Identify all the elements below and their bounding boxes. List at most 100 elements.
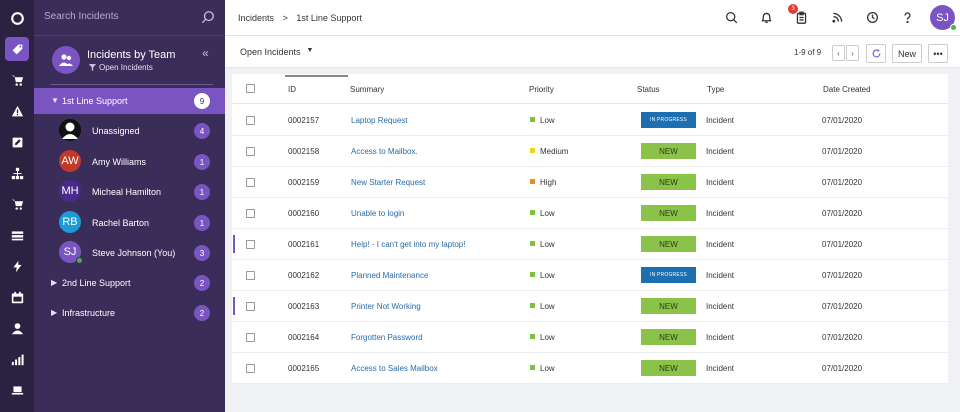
caret-right-icon: ▶ xyxy=(51,278,58,287)
row-checkbox[interactable] xyxy=(246,147,255,156)
cell-summary-link[interactable]: Help! - I can't get into my laptop! xyxy=(351,240,466,249)
clock-icon[interactable] xyxy=(864,9,880,25)
person-icon[interactable] xyxy=(5,316,29,340)
next-page-button[interactable]: › xyxy=(846,45,859,61)
cell-summary-link[interactable]: Laptop Request xyxy=(351,116,408,125)
cart-icon[interactable] xyxy=(5,68,29,92)
member-count: 3 xyxy=(194,245,210,261)
cell-summary-link[interactable]: Forgotten Password xyxy=(351,333,423,342)
logo-icon[interactable] xyxy=(5,6,29,30)
table-row[interactable]: 0002161 Help! - I can't get into my lapto… xyxy=(232,229,948,260)
list-icon[interactable] xyxy=(5,223,29,247)
column-header-date-created[interactable]: Date Created xyxy=(823,85,871,94)
cell-summary-link[interactable]: Planned Maintenance xyxy=(351,271,429,280)
chart-icon[interactable] xyxy=(5,347,29,371)
column-header-type[interactable]: Type xyxy=(707,85,725,94)
member-steve-johnson[interactable]: SJ Steve Johnson (You) 3 xyxy=(34,238,225,268)
cell-priority: Low xyxy=(530,116,555,125)
priority-label: Low xyxy=(540,364,555,373)
priority-label: Low xyxy=(540,209,555,218)
edit-icon[interactable] xyxy=(5,130,29,154)
priority-label: Low xyxy=(540,302,555,311)
cell-type: Incident xyxy=(706,147,735,156)
row-checkbox[interactable] xyxy=(246,240,255,249)
status-badge: NEW xyxy=(641,143,696,159)
view-label: Open Incidents xyxy=(240,47,301,57)
team-group-2nd-line-support[interactable]: ▶ 2nd Line Support 2 xyxy=(34,270,225,296)
bell-icon[interactable] xyxy=(758,9,774,25)
cell-type: Incident xyxy=(706,271,735,280)
refresh-button[interactable] xyxy=(866,44,886,63)
row-marker xyxy=(233,297,235,315)
row-checkbox[interactable] xyxy=(246,178,255,187)
column-header-id[interactable]: ID xyxy=(288,85,296,94)
member-name: Unassigned xyxy=(92,126,140,136)
table-row[interactable]: 0002159 New Starter Request High NEW Inciden… xyxy=(232,167,948,198)
tag-icon[interactable] xyxy=(5,37,29,61)
view-selector[interactable]: Open Incidents ▼ xyxy=(240,47,313,57)
new-button[interactable]: New xyxy=(892,44,922,63)
more-options-button[interactable]: ••• xyxy=(928,44,948,63)
member-count: 1 xyxy=(194,154,210,170)
column-header-status[interactable]: Status xyxy=(637,85,660,94)
prev-page-button[interactable]: ‹ xyxy=(832,45,845,61)
team-group-infrastructure[interactable]: ▶ Infrastructure 2 xyxy=(34,300,225,326)
cell-summary-link[interactable]: Access to Sales Mailbox xyxy=(351,364,438,373)
table-row[interactable]: 0002158 Access to Mailbox. Medium NEW Incide… xyxy=(232,136,948,167)
row-checkbox[interactable] xyxy=(246,209,255,218)
breadcrumb-separator: > xyxy=(282,13,288,23)
table-row[interactable]: 0002165 Access to Sales Mailbox Low NEW Inci… xyxy=(232,353,948,384)
search-input[interactable] xyxy=(44,11,194,22)
laptop-icon[interactable] xyxy=(5,378,29,402)
cell-summary-link[interactable]: Access to Mailbox. xyxy=(351,147,418,156)
priority-dot xyxy=(530,210,535,215)
table-row[interactable]: 0002162 Planned Maintenance Low IN PROGRESS… xyxy=(232,260,948,291)
clipboard-icon[interactable] xyxy=(793,9,809,25)
row-checkbox[interactable] xyxy=(246,116,255,125)
team-group-count: 9 xyxy=(194,93,210,109)
bolt-icon[interactable] xyxy=(5,254,29,278)
team-group-1st-line-support[interactable]: ▼ 1st Line Support 9 xyxy=(34,88,225,114)
table-row[interactable]: 0002160 Unable to login Low NEW Incident 07/0… xyxy=(232,198,948,229)
calendar-icon[interactable] xyxy=(5,285,29,309)
status-badge: IN PROGRESS xyxy=(641,112,696,128)
table-row[interactable]: 0002164 Forgotten Password Low NEW Incident 0… xyxy=(232,322,948,353)
member-unassigned[interactable]: Unassigned 4 xyxy=(34,116,225,146)
cell-summary-link[interactable]: Printer Not Working xyxy=(351,302,421,311)
online-status-dot xyxy=(950,24,957,31)
cell-summary-link[interactable]: Unable to login xyxy=(351,209,405,218)
cell-date-created: 07/01/2020 xyxy=(822,271,863,280)
column-header-summary[interactable]: Summary xyxy=(350,85,385,94)
table-row[interactable]: 0002157 Laptop Request Low IN PROGRESS Incid… xyxy=(232,105,948,136)
member-amy-williams[interactable]: AW Amy Williams 1 xyxy=(34,147,225,177)
team-panel: Incidents by Team Open Incidents « ▼ 1st… xyxy=(34,0,225,412)
warning-icon[interactable] xyxy=(5,99,29,123)
cell-id: 0002163 xyxy=(288,302,320,311)
row-checkbox[interactable] xyxy=(246,364,255,373)
avatar: AW xyxy=(59,150,81,172)
select-all-checkbox[interactable] xyxy=(246,84,255,93)
team-icon xyxy=(59,54,73,66)
table-row[interactable]: 0002163 Printer Not Working Low NEW Incident… xyxy=(232,291,948,322)
caret-right-icon: ▶ xyxy=(51,308,58,317)
cell-id: 0002161 xyxy=(288,240,320,249)
row-checkbox[interactable] xyxy=(246,302,255,311)
member-count: 1 xyxy=(194,215,210,231)
row-checkbox[interactable] xyxy=(246,333,255,342)
row-checkbox[interactable] xyxy=(246,271,255,280)
search-icon[interactable] xyxy=(723,9,739,25)
breadcrumb-incidents[interactable]: Incidents xyxy=(238,13,275,23)
org-chart-icon[interactable] xyxy=(5,161,29,185)
member-micheal-hamilton[interactable]: MH Micheal Hamilton 1 xyxy=(34,177,225,207)
rss-icon[interactable] xyxy=(829,9,845,25)
cell-priority: Low xyxy=(530,333,555,342)
collapse-panel-icon[interactable]: « xyxy=(202,46,209,60)
cell-summary-link[interactable]: New Starter Request xyxy=(351,178,426,187)
search-icon[interactable] xyxy=(201,10,215,24)
status-badge: NEW xyxy=(641,205,696,221)
column-header-priority[interactable]: Priority xyxy=(529,85,554,94)
help-icon[interactable] xyxy=(899,9,915,25)
refresh-icon xyxy=(872,49,880,58)
member-rachel-barton[interactable]: RB Rachel Barton 1 xyxy=(34,208,225,238)
cart-icon[interactable] xyxy=(5,192,29,216)
